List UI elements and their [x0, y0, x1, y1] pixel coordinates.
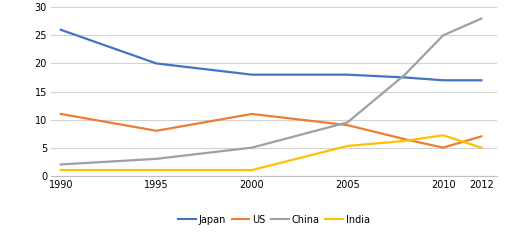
Legend: Japan, US, China, India: Japan, US, China, India — [174, 211, 374, 229]
